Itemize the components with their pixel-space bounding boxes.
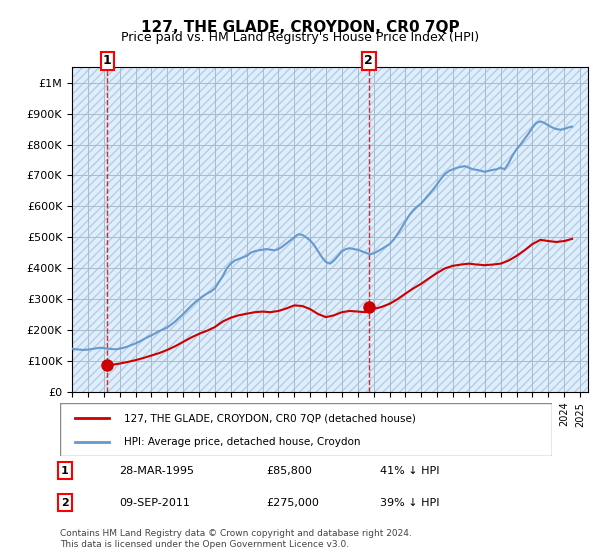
Text: 09-SEP-2011: 09-SEP-2011: [119, 498, 190, 508]
Text: 2: 2: [364, 54, 373, 67]
Text: 28-MAR-1995: 28-MAR-1995: [119, 465, 194, 475]
Text: £275,000: £275,000: [266, 498, 320, 508]
Text: 127, THE GLADE, CROYDON, CR0 7QP: 127, THE GLADE, CROYDON, CR0 7QP: [140, 20, 460, 35]
Text: Price paid vs. HM Land Registry's House Price Index (HPI): Price paid vs. HM Land Registry's House …: [121, 31, 479, 44]
Text: 41% ↓ HPI: 41% ↓ HPI: [380, 465, 439, 475]
Text: 2: 2: [61, 498, 69, 508]
Text: 1: 1: [103, 54, 112, 67]
Text: Contains HM Land Registry data © Crown copyright and database right 2024.
This d: Contains HM Land Registry data © Crown c…: [60, 529, 412, 549]
Text: 39% ↓ HPI: 39% ↓ HPI: [380, 498, 439, 508]
Text: HPI: Average price, detached house, Croydon: HPI: Average price, detached house, Croy…: [124, 436, 361, 446]
FancyBboxPatch shape: [60, 403, 552, 456]
Text: 1: 1: [61, 465, 69, 475]
Text: 127, THE GLADE, CROYDON, CR0 7QP (detached house): 127, THE GLADE, CROYDON, CR0 7QP (detach…: [124, 413, 416, 423]
Text: £85,800: £85,800: [266, 465, 313, 475]
